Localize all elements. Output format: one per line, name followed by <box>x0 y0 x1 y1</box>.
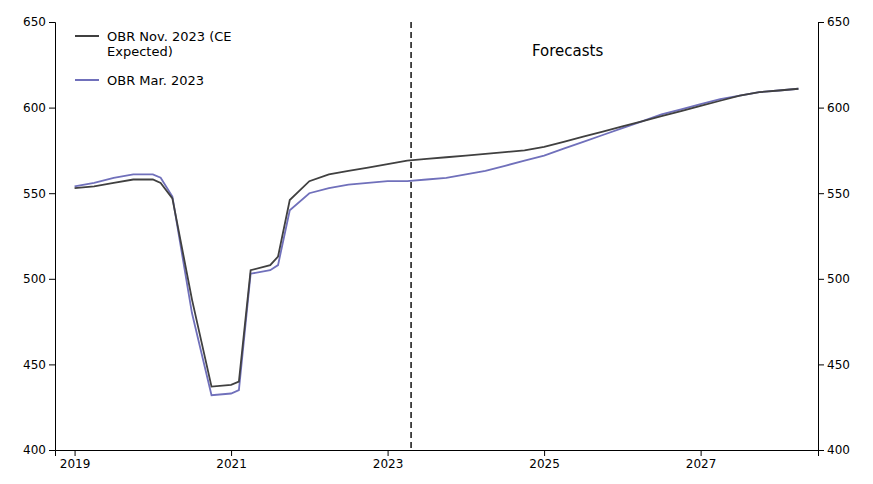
tick-label: 450 <box>827 358 850 372</box>
tick-label: 450 <box>23 358 46 372</box>
series-line <box>75 89 799 387</box>
tick-label: 500 <box>827 272 850 286</box>
axis-line <box>819 23 825 451</box>
tick: 450 <box>23 358 55 372</box>
tick-label: 650 <box>23 15 46 29</box>
tick-label: 550 <box>827 187 850 201</box>
tick-mark <box>818 279 824 280</box>
tick-mark <box>49 193 55 194</box>
tick-mark <box>701 450 702 456</box>
axis-line <box>49 23 56 451</box>
tick: 2019 <box>60 450 91 471</box>
tick-mark <box>818 193 824 194</box>
tick-mark <box>818 22 824 23</box>
legend-swatch <box>75 79 99 81</box>
tick-mark <box>388 450 389 456</box>
axis-line <box>56 451 819 457</box>
tick: 2021 <box>216 450 247 471</box>
tick: 600 <box>23 101 55 115</box>
tick-mark <box>818 450 824 451</box>
tick: 450 <box>818 358 850 372</box>
tick-mark <box>75 450 76 456</box>
tick: 600 <box>818 101 850 115</box>
legend-label: OBR Nov. 2023 (CEExpected) <box>107 29 232 60</box>
tick-label: 2023 <box>373 457 404 471</box>
legend-swatch <box>75 35 99 37</box>
tick-label: 650 <box>827 15 850 29</box>
tick-mark <box>49 364 55 365</box>
reference-line <box>410 22 411 450</box>
tick-label: 550 <box>23 187 46 201</box>
legend: OBR Nov. 2023 (CEExpected) OBR Mar. 2023 <box>75 29 232 88</box>
annotation: Forecasts <box>532 42 603 60</box>
legend-item: OBR Nov. 2023 (CEExpected) <box>75 29 232 60</box>
chart: 2019202120232025202740045050055060065040… <box>0 0 873 484</box>
plot: 2019202120232025202740045050055060065040… <box>23 15 850 470</box>
tick: 550 <box>818 187 850 201</box>
marks <box>75 22 799 450</box>
tick-label: 2025 <box>529 457 560 471</box>
tick-label: 400 <box>827 443 850 457</box>
tick: 650 <box>818 15 850 29</box>
tick-mark <box>544 450 545 456</box>
tick-mark <box>231 450 232 456</box>
tick: 400 <box>818 443 850 457</box>
tick-mark <box>818 364 824 365</box>
tick-label: 2021 <box>216 457 247 471</box>
tick: 400 <box>23 443 55 457</box>
tick-label: 600 <box>23 101 46 115</box>
legend-item: OBR Mar. 2023 <box>75 73 204 88</box>
legend-label: OBR Mar. 2023 <box>107 73 204 88</box>
tick-label: 400 <box>23 443 46 457</box>
x-axis: 2019 2021 2023 2025 2027 <box>56 450 819 471</box>
tick-mark <box>49 22 55 23</box>
tick: 2023 <box>373 450 404 471</box>
tick-mark <box>49 108 55 109</box>
tick: 2025 <box>529 450 560 471</box>
tick-label: 600 <box>827 101 850 115</box>
tick-mark <box>49 450 55 451</box>
tick-mark <box>818 108 824 109</box>
y-axis: 400 450 500 550 600 650 <box>23 15 55 457</box>
y2-axis: 400 450 500 550 600 650 <box>818 15 850 457</box>
series-line <box>75 89 799 395</box>
tick: 2027 <box>686 450 717 471</box>
tick: 500 <box>23 272 55 286</box>
tick-label: 500 <box>23 272 46 286</box>
tick-mark <box>49 279 55 280</box>
tick-label: 2027 <box>686 457 717 471</box>
tick: 550 <box>23 187 55 201</box>
tick: 500 <box>818 272 850 286</box>
tick: 650 <box>23 15 55 29</box>
tick-label: 2019 <box>60 457 91 471</box>
